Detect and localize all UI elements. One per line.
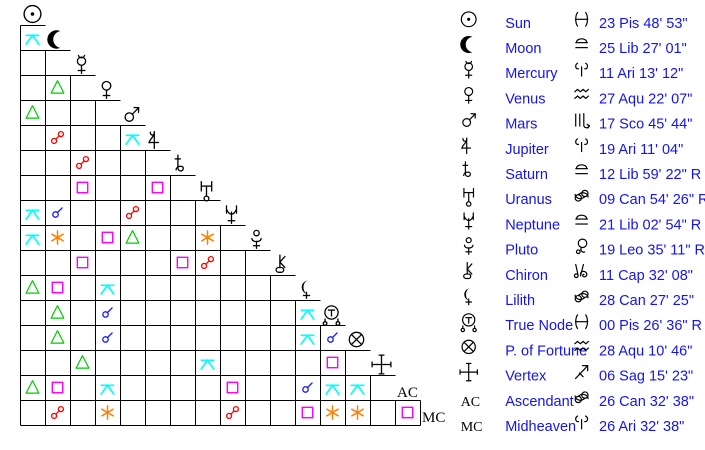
svg-text:Vertex: Vertex xyxy=(505,369,547,385)
svg-text:True Node: True Node xyxy=(505,318,573,334)
svg-text:Chiron: Chiron xyxy=(505,268,548,284)
svg-text:Uranus: Uranus xyxy=(505,192,552,208)
svg-text:28 Aqu 10' 46": 28 Aqu 10' 46" xyxy=(599,343,692,359)
svg-text:09 Can 54' 26" R: 09 Can 54' 26" R xyxy=(599,192,705,208)
svg-text:11 Ari 13' 12": 11 Ari 13' 12" xyxy=(599,66,683,82)
svg-text:Ascendant: Ascendant xyxy=(505,394,574,410)
svg-text:MC: MC xyxy=(461,420,483,435)
svg-text:Mars: Mars xyxy=(505,117,537,133)
svg-text:12 Lib 59' 22" R: 12 Lib 59' 22" R xyxy=(599,167,701,183)
svg-text:Venus: Venus xyxy=(505,91,545,107)
svg-text:06 Sag 15' 23": 06 Sag 15' 23" xyxy=(599,369,693,385)
svg-text:P. of Fortune: P. of Fortune xyxy=(505,343,587,359)
svg-text:26 Can 32' 38": 26 Can 32' 38" xyxy=(599,394,694,410)
svg-text:Pluto: Pluto xyxy=(505,243,538,259)
svg-text:Moon: Moon xyxy=(505,41,541,57)
svg-text:19 Ari 11' 04": 19 Ari 11' 04" xyxy=(599,142,683,158)
svg-text:26 Ari 32' 38": 26 Ari 32' 38" xyxy=(599,419,684,435)
svg-text:AC: AC xyxy=(397,385,418,401)
svg-text:Lilith: Lilith xyxy=(505,293,535,309)
svg-text:11 Cap 32' 08": 11 Cap 32' 08" xyxy=(599,268,693,284)
svg-text:28 Can 27' 25": 28 Can 27' 25" xyxy=(599,293,694,309)
svg-text:19 Leo 35' 11" R: 19 Leo 35' 11" R xyxy=(599,243,705,259)
svg-text:AC: AC xyxy=(461,395,480,410)
svg-text:MC: MC xyxy=(422,410,445,426)
svg-text:Sun: Sun xyxy=(505,16,531,32)
svg-text:Mercury: Mercury xyxy=(505,66,558,82)
svg-text:00 Pis 26' 36" R: 00 Pis 26' 36" R xyxy=(599,318,702,334)
svg-text:25 Lib 27' 01": 25 Lib 27' 01" xyxy=(599,41,687,57)
svg-text:21 Lib 02' 54" R: 21 Lib 02' 54" R xyxy=(599,217,701,233)
svg-text:Jupiter: Jupiter xyxy=(505,142,549,158)
svg-text:Neptune: Neptune xyxy=(505,217,560,233)
svg-text:17 Sco 45' 44": 17 Sco 45' 44" xyxy=(599,117,692,133)
svg-text:23 Pis 48' 53": 23 Pis 48' 53" xyxy=(599,16,688,32)
svg-text:27 Aqu 22' 07": 27 Aqu 22' 07" xyxy=(599,91,692,107)
svg-text:Midheaven: Midheaven xyxy=(505,419,576,435)
svg-text:Saturn: Saturn xyxy=(505,167,548,183)
